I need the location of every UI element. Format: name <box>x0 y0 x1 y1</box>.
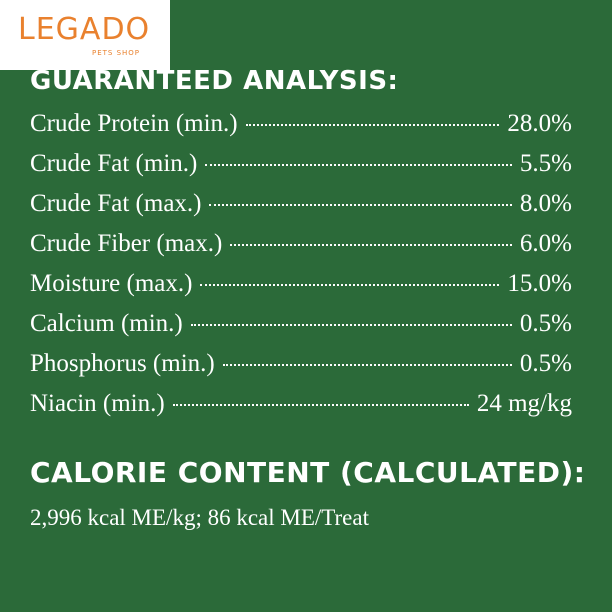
logo-name: LEGADO <box>18 12 151 47</box>
nutrient-name: Crude Protein (min.) <box>30 110 238 137</box>
analysis-row: Moisture (max.) 15.0% <box>30 270 572 310</box>
analysis-row: Phosphorus (min.) 0.5% <box>30 350 572 390</box>
analysis-row: Crude Fat (min.) 5.5% <box>30 150 572 190</box>
nutrient-value: 24 mg/kg <box>476 390 572 417</box>
analysis-list: Crude Protein (min.) 28.0% Crude Fat (min.… <box>30 110 572 430</box>
dot-leader <box>222 364 512 366</box>
nutrient-name: Phosphorus (min.) <box>30 350 215 377</box>
dot-leader <box>172 404 469 406</box>
logo: LEGADO PETS SHOP <box>0 0 170 70</box>
nutrient-value: 8.0% <box>519 190 572 217</box>
nutrient-value: 6.0% <box>519 230 572 257</box>
nutrient-value: 0.5% <box>519 310 572 337</box>
analysis-row: Crude Protein (min.) 28.0% <box>30 110 572 150</box>
nutrient-name: Niacin (min.) <box>30 390 165 417</box>
nutrient-value: 0.5% <box>519 350 572 377</box>
nutrient-name: Crude Fat (max.) <box>30 190 202 217</box>
dot-leader <box>230 244 512 246</box>
dot-leader <box>205 164 512 166</box>
nutrient-value: 28.0% <box>507 110 572 137</box>
analysis-title: GUARANTEED ANALYSIS: <box>30 66 399 96</box>
dot-leader <box>245 124 500 126</box>
nutrient-value: 5.5% <box>519 150 572 177</box>
analysis-row: Niacin (min.) 24 mg/kg <box>30 390 572 430</box>
calorie-text: 2,996 kcal ME/kg; 86 kcal ME/Treat <box>30 505 369 530</box>
dot-leader <box>190 324 512 326</box>
dot-leader <box>200 284 500 286</box>
analysis-row: Calcium (min.) 0.5% <box>30 310 572 350</box>
dot-leader <box>209 204 512 206</box>
calorie-title: CALORIE CONTENT (CALCULATED): <box>30 456 586 489</box>
nutrient-name: Crude Fiber (max.) <box>30 230 223 257</box>
nutrient-name: Calcium (min.) <box>30 310 183 337</box>
nutrient-name: Moisture (max.) <box>30 270 193 297</box>
analysis-row: Crude Fiber (max.) 6.0% <box>30 230 572 270</box>
nutrient-name: Crude Fat (min.) <box>30 150 198 177</box>
analysis-row: Crude Fat (max.) 8.0% <box>30 190 572 230</box>
logo-tagline: PETS SHOP <box>92 49 141 57</box>
nutrient-value: 15.0% <box>507 270 572 297</box>
